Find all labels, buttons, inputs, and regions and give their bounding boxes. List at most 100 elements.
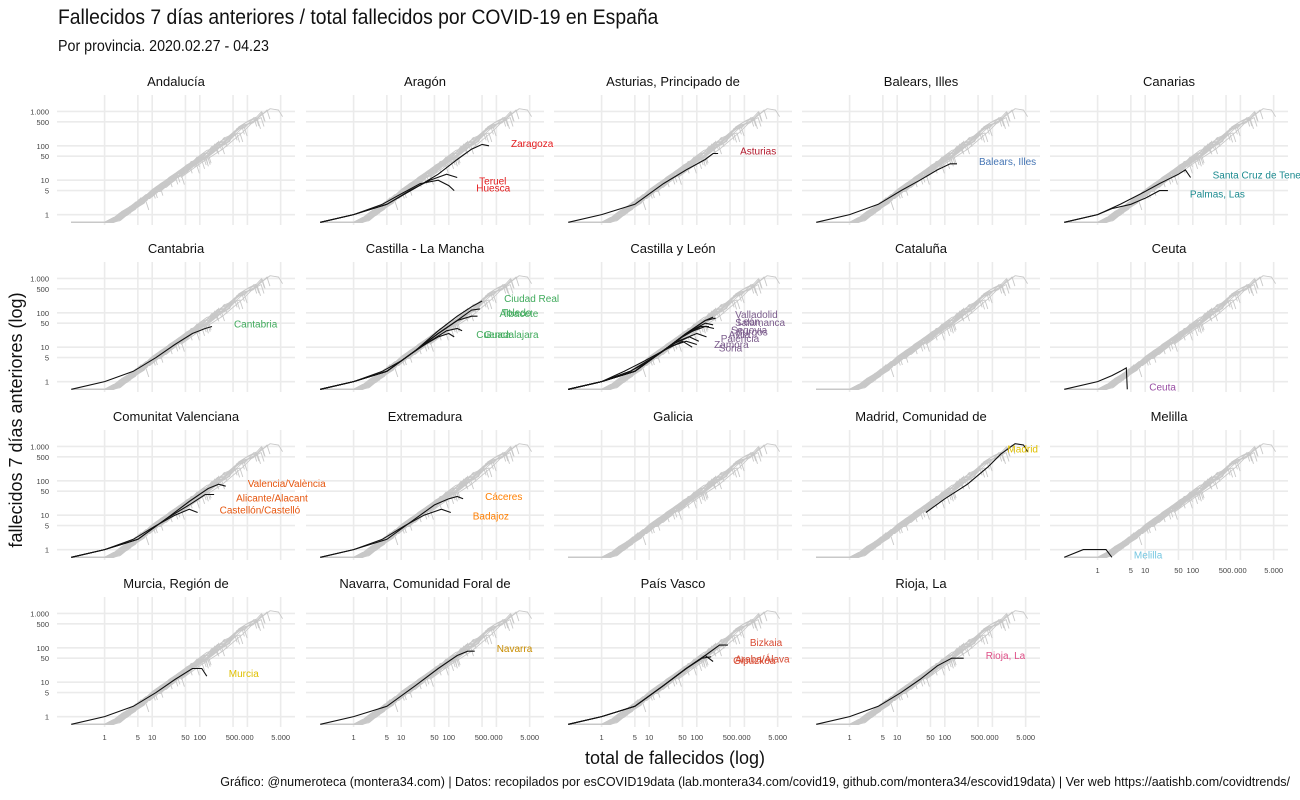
background-series-line [71,665,193,725]
background-series-line [1064,451,1253,558]
y-tick-label: 5 [45,354,49,363]
background-series-line [71,632,238,725]
series-label: Balears, Illes [979,157,1036,168]
facet-extremadura: Extremadura Cáceres Badajoz [306,409,544,560]
background-series-line [71,465,238,558]
background-series-line [816,109,1016,223]
background-series-line [320,646,474,725]
background-series-line [816,283,1005,390]
series-label: Zamora [714,340,749,351]
background-series-line [71,116,265,223]
background-series-line [568,144,722,223]
series-label: Salamanca [735,318,785,329]
y-tick-label: 100 [36,477,49,486]
y-tick-label: 50 [41,654,49,663]
background-series-line [429,108,532,178]
x-tick-label: 50 [926,733,934,742]
background-series-line [320,163,442,223]
background-series-line [816,612,1010,725]
background-series-line [1064,498,1186,558]
background-series-line [816,283,1010,390]
background-series-line [816,459,990,558]
series-line [568,654,714,725]
background-series-line [816,291,990,390]
facet-title: Galicia [653,409,694,424]
background-series-line [1064,124,1238,223]
series-label: Castellón/Castelló [220,506,301,517]
background-series-line [568,130,735,223]
background-series-line [816,479,970,558]
x-tick-label: 5.000 [768,733,787,742]
background-series-line [1173,443,1276,513]
x-tick-label: 100 [1187,566,1200,575]
background-series-line [568,465,735,558]
background-series-line [320,116,507,223]
background-series-line [816,618,1010,725]
series-label: Melilla [1134,550,1163,561]
background-series-line [816,632,983,725]
background-series-line [568,116,755,223]
facet-title: Madrid, Comunidad de [855,409,987,424]
background-series-line [568,444,768,558]
background-series-line [71,646,225,725]
background-series-line [816,330,938,390]
background-series-line [71,283,260,390]
series-line [1064,549,1113,558]
background-series-line [320,665,442,725]
background-series-line [568,612,762,725]
background-series-line [1064,451,1258,558]
facet-madrid-comunidad-de: Madrid, Comunidad de Madrid [802,409,1040,560]
background-series-line [1064,490,1200,558]
background-series-line [71,311,225,390]
background-series-line [568,459,742,558]
background-series-line [568,618,755,725]
x-tick-label: 10 [148,733,156,742]
background-series-line [1064,465,1231,558]
background-series-line [816,465,983,558]
series-line [320,332,455,390]
background-series-line [320,130,487,223]
background-series-line [320,124,494,223]
y-tick-label: 500 [36,118,49,127]
series-line [320,508,451,558]
background-series-line [568,445,762,558]
facet-melilla: Melilla 1 5 10 50 100 500. 000 5.000 Melilla [1050,409,1288,575]
x-tick-label: 10 [1141,566,1149,575]
facet-title: Asturias, Principado de [606,74,740,89]
y-tick-label: 1 [45,546,49,555]
background-series-line [71,330,193,390]
background-series-line [320,459,494,558]
x-tick-label: 10 [893,733,901,742]
background-series-line [568,479,722,558]
x-tick-label: 1 [103,733,107,742]
background-series-line [677,108,780,178]
background-series-line [71,283,265,390]
background-series-line [816,498,938,558]
background-series-line [71,291,245,390]
background-series-line [71,451,265,558]
facet-pa-s-vasco: País Vasco 1 5 10 50 100 500. 000 5.000 Bizkaia Gi… [554,576,792,742]
x-tick-label: 50 [430,733,438,742]
x-tick-label: 000 [986,733,999,742]
background-series-line [320,116,509,223]
background-series-line [1064,283,1253,390]
background-series-line [1064,330,1186,390]
background-series-line [1064,130,1231,223]
y-tick-label: 10 [41,343,49,352]
facet-galicia: Galicia [554,409,792,560]
y-tick-label: 5 [45,522,49,531]
background-series-line [320,444,520,558]
background-series-line [71,277,265,390]
facet-title: Andalucía [147,74,206,89]
background-series-line [568,618,762,725]
background-series-line [568,646,722,725]
background-series-line [568,163,690,223]
x-tick-label: 100 [194,733,207,742]
series-label: Santa Cruz de Tenerife [1213,171,1300,182]
y-tick-label: 50 [41,487,49,496]
background-series-line [71,109,271,223]
background-series-line [320,330,442,390]
background-series-line [71,110,265,223]
series-label: Toledo [502,308,532,319]
